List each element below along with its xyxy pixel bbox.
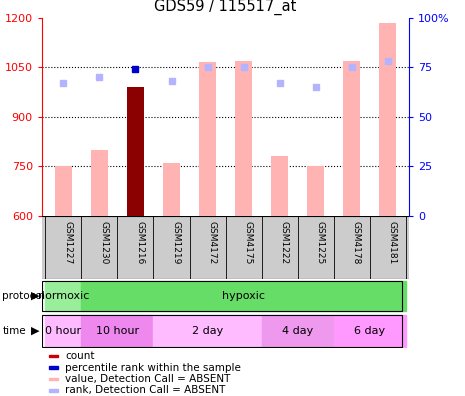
Bar [81, 314, 153, 347]
Bar [49, 366, 58, 369]
Bar [49, 378, 58, 380]
Bar [55, 166, 72, 216]
Text: 4 day: 4 day [282, 326, 313, 336]
Text: percentile rank within the sample: percentile rank within the sample [66, 362, 241, 373]
Text: 2 day: 2 day [192, 326, 223, 336]
Bar [379, 23, 396, 216]
Text: GSM1227: GSM1227 [63, 221, 73, 264]
Bar [46, 281, 81, 311]
Text: GSM1219: GSM1219 [172, 221, 180, 264]
Text: count: count [66, 351, 95, 361]
Bar [91, 150, 107, 216]
Bar [344, 61, 360, 216]
Title: GDS59 / 115517_at: GDS59 / 115517_at [154, 0, 297, 15]
Text: ▶: ▶ [31, 291, 40, 301]
Text: GSM1225: GSM1225 [316, 221, 325, 264]
Text: GSM4181: GSM4181 [388, 221, 397, 264]
Bar [81, 281, 405, 311]
Text: 0 hour: 0 hour [46, 326, 81, 336]
Text: hypoxic: hypoxic [222, 291, 265, 301]
Bar [199, 62, 216, 216]
Text: GSM4172: GSM4172 [207, 221, 217, 264]
Bar [49, 389, 58, 392]
Text: protocol: protocol [2, 291, 45, 301]
Text: GSM1216: GSM1216 [135, 221, 145, 264]
Bar [127, 87, 144, 216]
Text: normoxic: normoxic [38, 291, 89, 301]
Bar [163, 163, 179, 216]
Bar [261, 314, 333, 347]
Text: GSM4175: GSM4175 [244, 221, 252, 264]
Text: 6 day: 6 day [354, 326, 385, 336]
Text: 10 hour: 10 hour [96, 326, 139, 336]
Bar [333, 314, 405, 347]
Text: GSM1222: GSM1222 [279, 221, 289, 264]
Bar [46, 314, 81, 347]
Text: GSM1230: GSM1230 [100, 221, 108, 264]
Bar [272, 156, 288, 216]
Bar [49, 355, 58, 358]
Text: ▶: ▶ [31, 326, 40, 336]
Text: time: time [2, 326, 26, 336]
Text: value, Detection Call = ABSENT: value, Detection Call = ABSENT [66, 374, 231, 384]
Bar [235, 61, 252, 216]
Bar [307, 166, 324, 216]
Text: GSM4178: GSM4178 [352, 221, 360, 264]
Bar [153, 314, 261, 347]
Text: rank, Detection Call = ABSENT: rank, Detection Call = ABSENT [66, 385, 226, 395]
